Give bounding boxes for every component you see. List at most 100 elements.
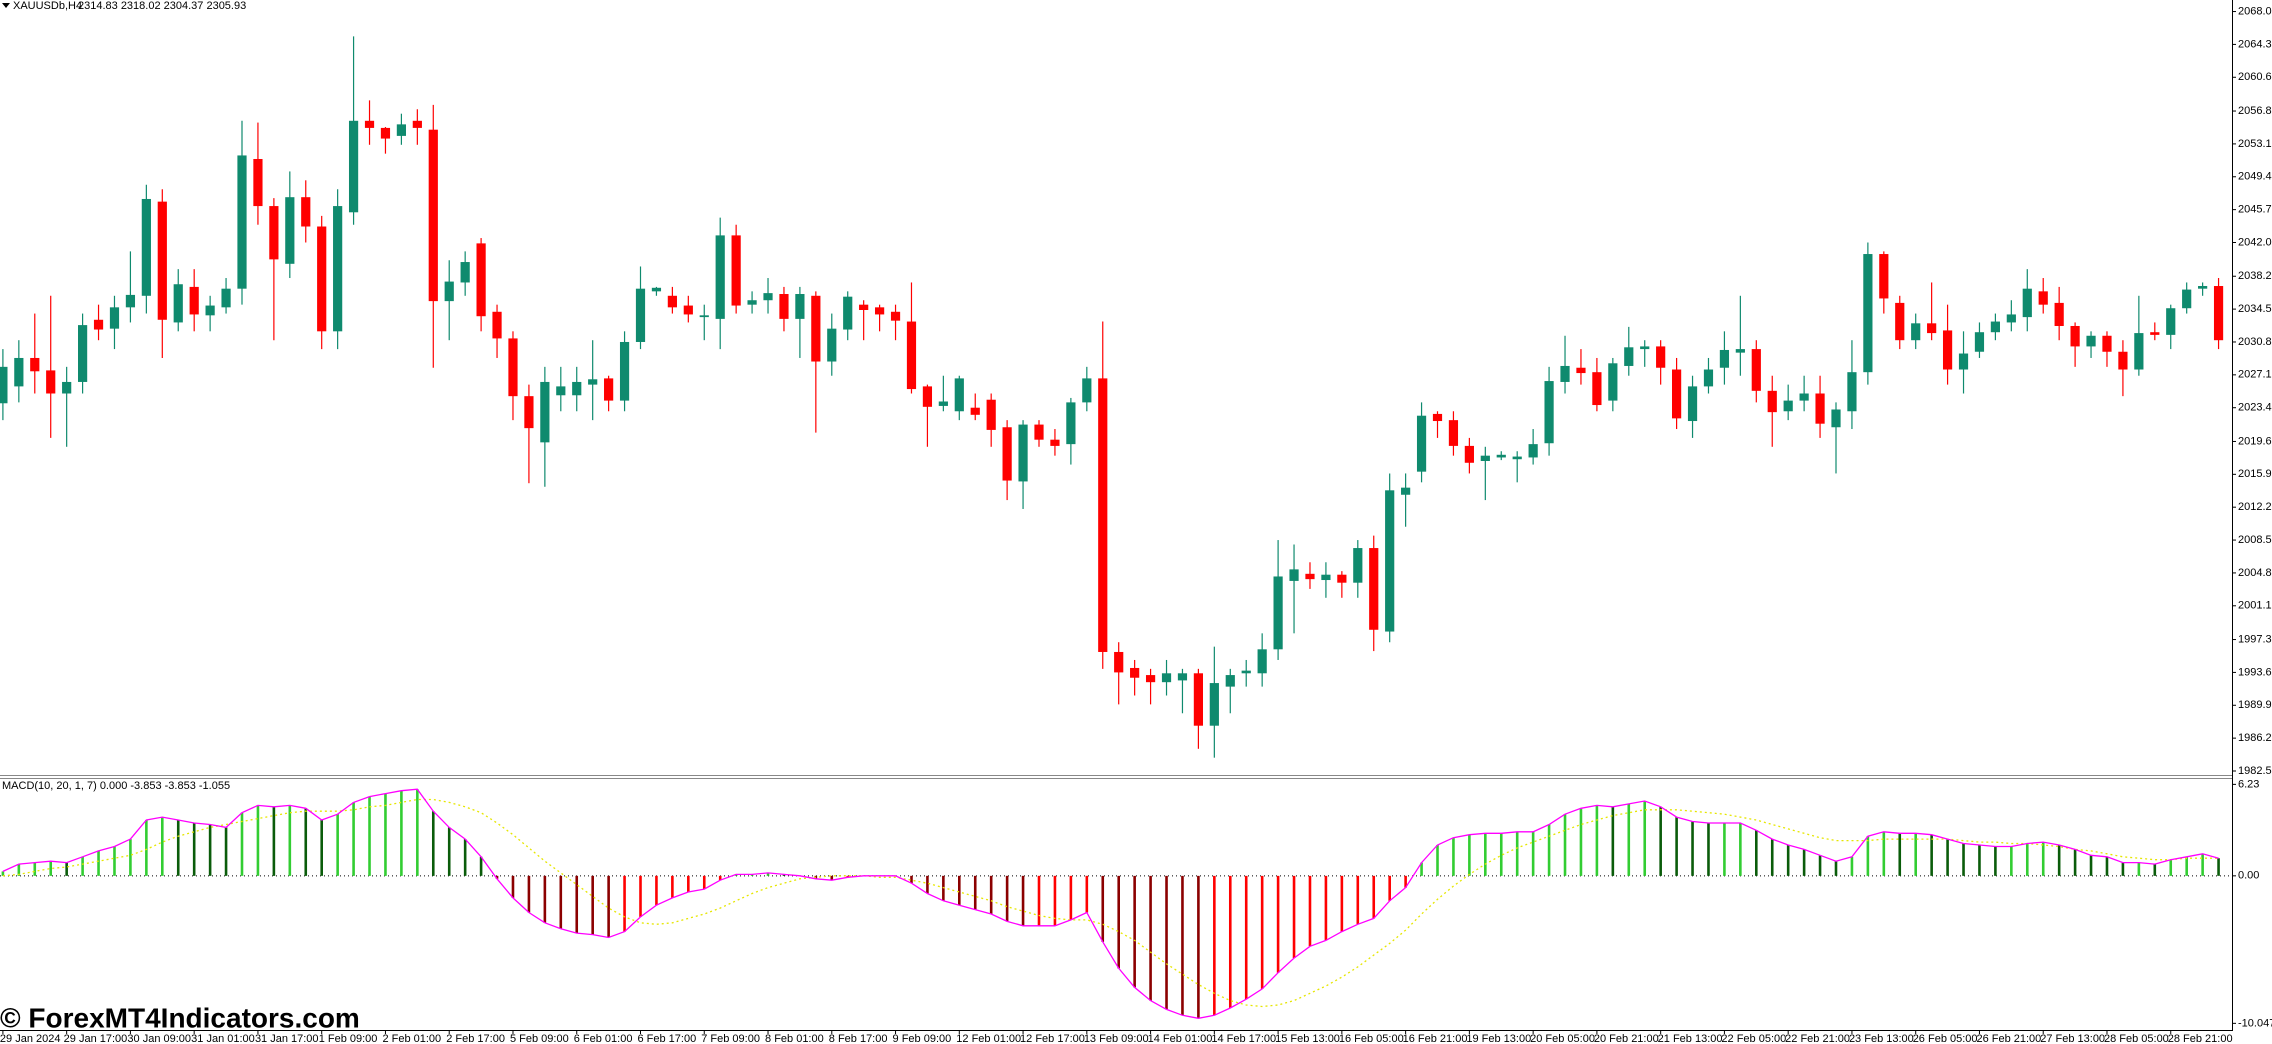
candle-body: [189, 286, 199, 315]
candle-body: [1114, 651, 1124, 673]
candle-body: [269, 206, 279, 260]
candle-body: [125, 294, 136, 308]
candle-body: [683, 305, 693, 315]
candle-body: [1225, 675, 1235, 687]
candle-body: [109, 307, 120, 329]
candle-body: [317, 226, 327, 332]
candle-body: [173, 284, 183, 323]
macd-title: MACD(10, 20, 1, 7) 0.000 -3.853 -3.853 -…: [2, 780, 230, 792]
y-tick-label: 2001.10: [2238, 600, 2272, 612]
candle-body: [2054, 302, 2064, 326]
candle-body: [1895, 302, 1905, 341]
y-tick-label: 2012.20: [2238, 501, 2272, 513]
candle-body: [922, 386, 933, 407]
candle-body: [1576, 367, 1586, 374]
y-tick-label: 2038.20: [2238, 270, 2272, 282]
candle-body: [364, 120, 375, 128]
x-tick-label: 29 Jan 2024: [0, 1033, 60, 1044]
y-tick-label: 1997.30: [2238, 633, 2272, 645]
y-tick-label: 1989.90: [2238, 699, 2272, 711]
y-tick-label: 2030.80: [2238, 336, 2272, 348]
y-tick-label: 2056.80: [2238, 105, 2272, 117]
candle-body: [875, 307, 885, 315]
candle-body: [1767, 390, 1777, 413]
candle-body: [588, 379, 598, 385]
y-tick-label: 2019.60: [2238, 435, 2272, 447]
x-tick-label: 20 Feb 05:00: [1530, 1033, 1595, 1044]
x-tick-label: 2 Feb 17:00: [446, 1033, 505, 1044]
candle-body: [1879, 254, 1889, 299]
candle-body: [1130, 667, 1140, 678]
symbol: XAUUSDb,H4: [13, 0, 82, 12]
x-tick-label: 16 Feb 21:00: [1403, 1033, 1468, 1044]
candle-body: [2166, 308, 2176, 335]
candle-body: [572, 381, 582, 396]
candle-body: [157, 201, 167, 320]
candle-body: [1512, 456, 1522, 460]
x-tick-label: 26 Feb 21:00: [1976, 1033, 2041, 1044]
x-tick-label: 28 Feb 05:00: [2104, 1033, 2169, 1044]
candle-body: [890, 311, 901, 321]
ohlc-readout: 2314.83 2318.02 2304.37 2305.93: [78, 0, 246, 12]
candle-body: [1448, 420, 1459, 446]
candle-body: [1257, 649, 1267, 674]
candle-body: [795, 294, 805, 319]
candle-body: [954, 378, 964, 412]
candle-body: [1703, 369, 1714, 387]
candle-body: [348, 120, 359, 213]
candle-body: [635, 288, 646, 342]
x-tick-label: 27 Feb 13:00: [2040, 1033, 2105, 1044]
y-tick-label: 2068.00: [2238, 5, 2272, 17]
candle-body: [1161, 673, 1172, 683]
candle-body: [412, 120, 422, 128]
y-tick-label: 2023.40: [2238, 402, 2272, 414]
candle-body: [1592, 372, 1602, 406]
candle-body: [1496, 454, 1506, 458]
candle-body: [205, 305, 215, 316]
x-tick-label: 12 Feb 17:00: [1020, 1033, 1085, 1044]
candle-body: [14, 357, 24, 387]
y-tick-label: 2064.30: [2238, 38, 2272, 50]
candle-body: [667, 295, 677, 308]
candle-body: [1719, 349, 1730, 368]
candle-body: [301, 197, 311, 227]
candle-body: [970, 407, 980, 415]
x-tick-label: 30 Jan 09:00: [127, 1033, 191, 1044]
candle-body: [30, 357, 40, 372]
candle-body: [1098, 378, 1108, 652]
candle-body: [843, 296, 853, 330]
candle-body: [1783, 400, 1793, 412]
candle-body: [1942, 330, 1953, 370]
candle-body: [699, 315, 709, 318]
y-tick-label: 1982.50: [2238, 765, 2272, 777]
candle-body: [1018, 424, 1028, 482]
y-tick-label: 2034.50: [2238, 303, 2272, 315]
candle-body: [476, 243, 486, 317]
candle-body: [1958, 353, 1969, 370]
candle-body: [747, 300, 757, 305]
candle-body: [1193, 673, 1203, 726]
y-tick-label: 0.00: [2238, 870, 2259, 882]
candle-body: [1927, 323, 1937, 334]
candle-body: [1145, 675, 1156, 683]
x-tick-label: 21 Feb 13:00: [1658, 1033, 1723, 1044]
y-tick-label: 6.23: [2238, 778, 2259, 790]
y-tick-label: 1993.60: [2238, 666, 2272, 678]
candle-body: [221, 288, 231, 308]
candle-body: [1305, 573, 1315, 580]
candle-body: [1560, 365, 1570, 382]
candle-body: [1815, 393, 1825, 424]
candle-body: [1369, 548, 1379, 630]
candle-body: [2070, 325, 2080, 347]
candle-body: [1672, 369, 1682, 419]
menu-arrow[interactable]: [2, 3, 10, 8]
candle-body: [396, 124, 406, 136]
candle-body: [1002, 427, 1012, 481]
candle-body: [2086, 335, 2096, 347]
candle-body: [811, 295, 821, 362]
x-tick-label: 20 Feb 21:00: [1594, 1033, 1659, 1044]
y-tick-label: 2060.60: [2238, 71, 2272, 83]
candle-body: [556, 386, 566, 396]
